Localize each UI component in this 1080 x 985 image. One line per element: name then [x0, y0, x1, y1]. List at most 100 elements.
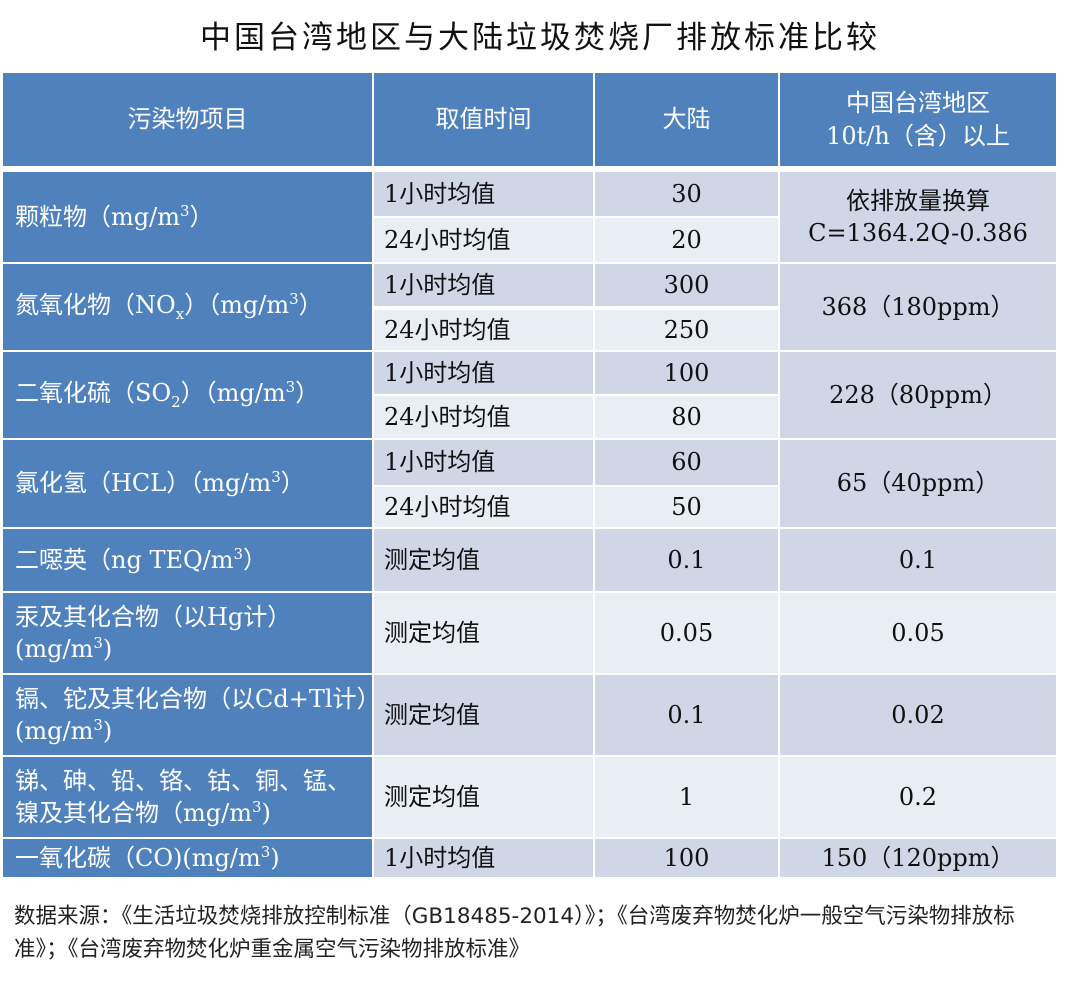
cell-text: 0.1 [667, 545, 706, 574]
cell-text: 污染物项目 [127, 105, 248, 134]
mainland-value: 0.1 [595, 529, 778, 591]
cell-text: 1小时均值 [384, 270, 496, 299]
taiwan-value: 0.1 [780, 529, 1056, 591]
pollutant-label: 氮氧化物（NOx）（mg/m3） [3, 264, 372, 350]
mainland-value: 0.05 [595, 593, 778, 673]
pollutant-label: 汞及其化合物（以Hg计）(mg/m3) [3, 593, 372, 673]
mainland-value: 0.1 [595, 675, 778, 755]
pollutant-text: 氯化氢（HCL）（mg/m3） [15, 467, 305, 499]
header-cell: 取值时间 [374, 73, 593, 166]
cell-text: 0.2 [898, 782, 938, 811]
cell-text: 测定均值 [384, 545, 480, 574]
cell-text: 24小时均值 [384, 402, 511, 431]
cell-text: 250 [663, 315, 710, 344]
cell-text: 测定均值 [384, 782, 480, 811]
cell-text: 0.05 [891, 618, 945, 647]
pollutant-label: 一氧化碳（CO)(mg/m3) [3, 839, 372, 877]
taiwan-value: 0.02 [780, 675, 1056, 755]
time-cell: 测定均值 [374, 675, 593, 755]
cell-text: 1小时均值 [384, 358, 496, 387]
cell-text: 30 [671, 179, 702, 208]
time-cell: 24小时均值 [374, 218, 593, 262]
cell-text: 3 [233, 544, 244, 563]
cell-text: 3 [251, 798, 262, 816]
cell-text: 100 [663, 843, 710, 872]
cell-text: 3 [260, 842, 271, 861]
pollutant-text: 汞及其化合物（以Hg计）(mg/m3) [15, 601, 372, 666]
cell-text: ） [243, 545, 268, 574]
page-title: 中国台湾地区与大陆垃圾焚烧厂排放标准比较 [200, 20, 880, 56]
cell-text: ) [261, 799, 271, 827]
taiwan-value: 368（180ppm） [780, 264, 1056, 350]
cell-text: 中国台湾地区 [846, 89, 990, 118]
cell-text: 24小时均值 [384, 225, 511, 254]
time-cell: 1小时均值 [374, 839, 593, 877]
mainland-value: 20 [595, 218, 778, 262]
cell-text: 依排放量换算 [846, 186, 990, 215]
cell-text: C=1364.2Q-0.386 [808, 219, 1028, 247]
cell-text: 3 [93, 634, 103, 652]
cell-text: ）（mg/m [184, 291, 290, 320]
mainland-value: 60 [595, 440, 778, 485]
cell-text: ）（mg/m [180, 379, 286, 408]
taiwan-value: 228（80ppm） [780, 352, 1056, 438]
cell-text: 3 [179, 201, 190, 220]
cell-text: 锑、砷、铅、铬、钴、铜、锰、镍及其化合物（mg/m [15, 766, 351, 827]
mainland-value: 100 [595, 352, 778, 394]
mainland-value: 30 [595, 172, 778, 216]
pollutant-label: 锑、砷、铅、铬、钴、铜、锰、镍及其化合物（mg/m3) [3, 757, 372, 837]
time-cell: 1小时均值 [374, 440, 593, 485]
mainland-value: 100 [595, 839, 778, 877]
time-cell: 24小时均值 [374, 310, 593, 350]
pollutant-text: 一氧化碳（CO)(mg/m3) [15, 842, 280, 874]
cell-text: 0.05 [659, 618, 714, 647]
time-cell: 24小时均值 [374, 487, 593, 527]
cell-text: 50 [671, 492, 702, 521]
pollutant-label: 二氧化硫（SO2）（mg/m3） [3, 352, 372, 438]
cell-text: 氮氧化物（NO [15, 291, 176, 320]
mainland-value: 250 [595, 310, 778, 350]
time-cell: 1小时均值 [374, 172, 593, 216]
cell-text: 228（80ppm） [829, 380, 1007, 409]
pollutant-text: 锑、砷、铅、铬、钴、铜、锰、镍及其化合物（mg/m3) [15, 765, 372, 830]
pollutant-label: 二噁英（ng TEQ/m3） [3, 529, 372, 591]
cell-text: ） [280, 469, 305, 498]
time-cell: 测定均值 [374, 757, 593, 837]
cell-text: 测定均值 [384, 618, 480, 647]
data-source-note: 数据来源：《生活垃圾焚烧排放控制标准（GB18485-2014）》；《台湾废弃物… [14, 904, 1015, 962]
time-cell: 24小时均值 [374, 396, 593, 438]
cell-text: 300 [663, 270, 710, 299]
cell-text: 汞及其化合物（以Hg计）(mg/m [15, 602, 292, 663]
cell-text: 100 [663, 358, 710, 387]
cell-text: 二噁英（ng TEQ/m [15, 545, 234, 574]
cell-text: 0.1 [667, 700, 706, 729]
cell-text: 氯化氢（HCL）（mg/m [15, 469, 272, 498]
cell-text: 80 [671, 402, 702, 431]
taiwan-value: 0.05 [780, 593, 1056, 673]
time-cell: 测定均值 [374, 529, 593, 591]
taiwan-value: 0.2 [780, 757, 1056, 837]
cell-text: 2 [171, 393, 181, 412]
cell-text: 24小时均值 [384, 492, 511, 521]
cell-text: ) [102, 635, 113, 663]
cell-text: 0.02 [891, 700, 945, 729]
cell-text: x [175, 305, 185, 324]
pollutant-label: 镉、铊及其化合物（以Cd+Tl计）(mg/m3) [3, 675, 372, 755]
mainland-value: 50 [595, 487, 778, 527]
cell-text: 1小时均值 [384, 448, 496, 477]
cell-text: 取值时间 [435, 105, 532, 134]
mainland-value: 300 [595, 264, 778, 306]
cell-text: 24小时均值 [384, 315, 511, 344]
cell-text: ） [298, 291, 323, 320]
taiwan-value: 依排放量换算 C=1364.2Q-0.386 [780, 172, 1056, 262]
cell-text: 镉、铊及其化合物（以Cd+Tl计）(mg/m [15, 684, 369, 745]
mainland-value: 80 [595, 396, 778, 438]
cell-text: 测定均值 [384, 700, 480, 729]
cell-text: 1小时均值 [384, 179, 496, 208]
cell-text: 150（120ppm） [821, 843, 1015, 872]
header-cell: 大陆 [595, 73, 778, 166]
cell-text: 3 [285, 378, 296, 397]
header-cell: 中国台湾地区 10t/h（含）以上 [780, 73, 1056, 166]
cell-text: ） [295, 379, 320, 408]
pollutant-text: 二氧化硫（SO2）（mg/m3） [15, 377, 319, 412]
